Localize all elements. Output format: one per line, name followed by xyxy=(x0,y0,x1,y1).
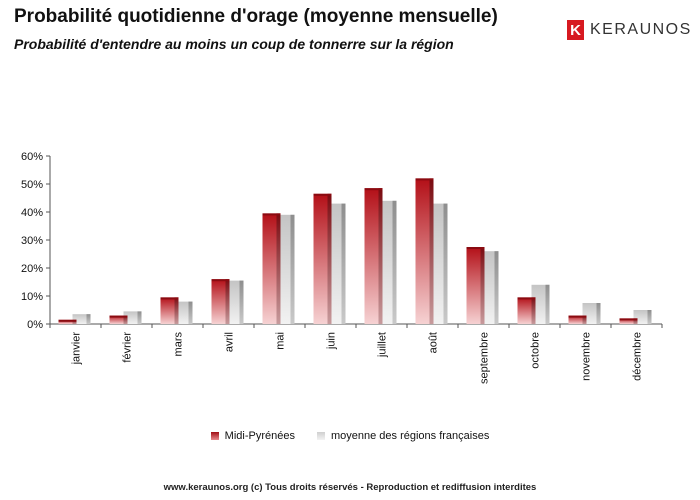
bar-midi-pyrenees-side xyxy=(327,193,332,324)
x-tick-label: février xyxy=(122,332,134,363)
bar-midi-pyrenees-top xyxy=(313,193,332,196)
logo-mark-icon: K xyxy=(567,20,584,40)
bar-midi-pyrenees-top xyxy=(160,297,179,300)
bar-midi-pyrenees-top xyxy=(517,297,536,300)
bar-moyenne xyxy=(123,311,142,324)
chart-title: Probabilité quotidienne d'orage (moyenne… xyxy=(14,6,498,27)
bar-moyenne xyxy=(378,200,397,324)
x-tick-label: juillet xyxy=(377,332,389,358)
bar-midi-pyrenees xyxy=(517,297,536,324)
bar-midi-pyrenees-side xyxy=(225,279,230,324)
bar-midi-pyrenees-top xyxy=(211,279,230,282)
bar-midi-pyrenees-top xyxy=(109,315,128,318)
bar-moyenne-side xyxy=(596,303,601,324)
bar-moyenne xyxy=(225,280,244,324)
bar-midi-pyrenees-top xyxy=(364,188,383,191)
x-tick-label: décembre xyxy=(632,332,644,381)
bar-midi-pyrenees-side xyxy=(480,247,485,324)
y-tick-label: 30% xyxy=(21,235,43,247)
bar-moyenne-side xyxy=(137,311,142,324)
bar-midi-pyrenees xyxy=(466,247,485,324)
bar-moyenne-side xyxy=(647,310,652,324)
keraunos-logo: K KERAUNOS xyxy=(567,20,692,40)
x-tick-label: avril xyxy=(224,332,236,352)
legend-item-moyenne: moyenne des régions françaises xyxy=(316,430,490,442)
bar-midi-pyrenees xyxy=(160,297,179,324)
bar-midi-pyrenees-side xyxy=(72,319,77,324)
y-tick-label: 50% xyxy=(21,179,43,191)
x-tick-label: octobre xyxy=(530,332,542,369)
x-tick-label: mai xyxy=(275,332,287,350)
x-tick-label: janvier xyxy=(71,332,83,366)
bar-midi-pyrenees-top xyxy=(58,319,77,322)
y-tick-label: 60% xyxy=(21,151,43,163)
bar-moyenne-side xyxy=(290,214,295,324)
bar-moyenne xyxy=(174,301,193,324)
bar-moyenne xyxy=(276,214,295,324)
bar-midi-pyrenees-side xyxy=(174,297,179,324)
chart-subtitle: Probabilité d'entendre au moins un coup … xyxy=(14,36,454,52)
y-tick-label: 20% xyxy=(21,263,43,275)
y-tick-label: 10% xyxy=(21,291,43,303)
x-tick-label: juin xyxy=(326,332,338,350)
bar-midi-pyrenees xyxy=(364,188,383,324)
bar-moyenne-side xyxy=(239,280,244,324)
x-tick-label: septembre xyxy=(479,332,491,384)
bar-moyenne xyxy=(429,203,448,324)
bar-moyenne xyxy=(72,314,91,324)
bar-moyenne-side xyxy=(86,314,91,324)
bar-midi-pyrenees-side xyxy=(378,188,383,324)
bar-midi-pyrenees xyxy=(619,318,638,324)
legend-label-moyenne: moyenne des régions françaises xyxy=(330,430,490,442)
bar-moyenne xyxy=(582,303,601,324)
bar-moyenne-side xyxy=(443,203,448,324)
x-tick-label: novembre xyxy=(581,332,593,381)
bar-moyenne xyxy=(327,203,346,324)
bar-moyenne-side xyxy=(341,203,346,324)
bar-midi-pyrenees xyxy=(568,315,587,324)
bar-midi-pyrenees-side xyxy=(123,315,128,324)
bar-midi-pyrenees-side xyxy=(429,178,434,324)
bar-midi-pyrenees-top xyxy=(415,178,434,181)
bar-moyenne-side xyxy=(392,200,397,324)
bar-midi-pyrenees-top xyxy=(568,315,587,318)
legend-label-midi-pyrenees: Midi-Pyrénées xyxy=(224,430,295,442)
bar-midi-pyrenees-side xyxy=(276,213,281,324)
logo-text: KERAUNOS xyxy=(590,21,692,38)
y-tick-label: 40% xyxy=(21,207,43,219)
bar-midi-pyrenees-side xyxy=(582,315,587,324)
bar-moyenne-side xyxy=(545,284,550,324)
bar-moyenne-side xyxy=(494,251,499,324)
bar-moyenne xyxy=(480,251,499,324)
bar-midi-pyrenees xyxy=(313,193,332,324)
bar-midi-pyrenees-top xyxy=(619,318,638,321)
legend-item-midi-pyrenees: Midi-Pyrénées xyxy=(210,430,295,442)
bar-midi-pyrenees xyxy=(415,178,434,324)
bar-midi-pyrenees-top xyxy=(466,247,485,249)
bar-midi-pyrenees xyxy=(109,315,128,324)
legend-swatch-moyenne xyxy=(316,432,325,440)
bar-moyenne-side xyxy=(188,301,193,324)
bar-moyenne xyxy=(531,284,550,324)
bar-midi-pyrenees-side xyxy=(531,297,536,324)
bar-midi-pyrenees-top xyxy=(262,213,281,216)
bar-moyenne xyxy=(633,310,652,324)
x-tick-label: mars xyxy=(173,332,185,357)
footer-copyright: www.keraunos.org (c) Tous droits réservé… xyxy=(163,482,537,493)
x-tick-label: août xyxy=(428,332,440,353)
y-tick-label: 0% xyxy=(27,319,43,331)
bar-midi-pyrenees xyxy=(262,213,281,324)
bar-midi-pyrenees xyxy=(58,319,77,324)
bar-midi-pyrenees-side xyxy=(633,318,638,324)
bar-midi-pyrenees xyxy=(211,279,230,324)
legend-swatch-midi-pyrenees xyxy=(210,432,219,440)
legend: Midi-Pyrénées moyenne des régions frança… xyxy=(0,430,700,442)
